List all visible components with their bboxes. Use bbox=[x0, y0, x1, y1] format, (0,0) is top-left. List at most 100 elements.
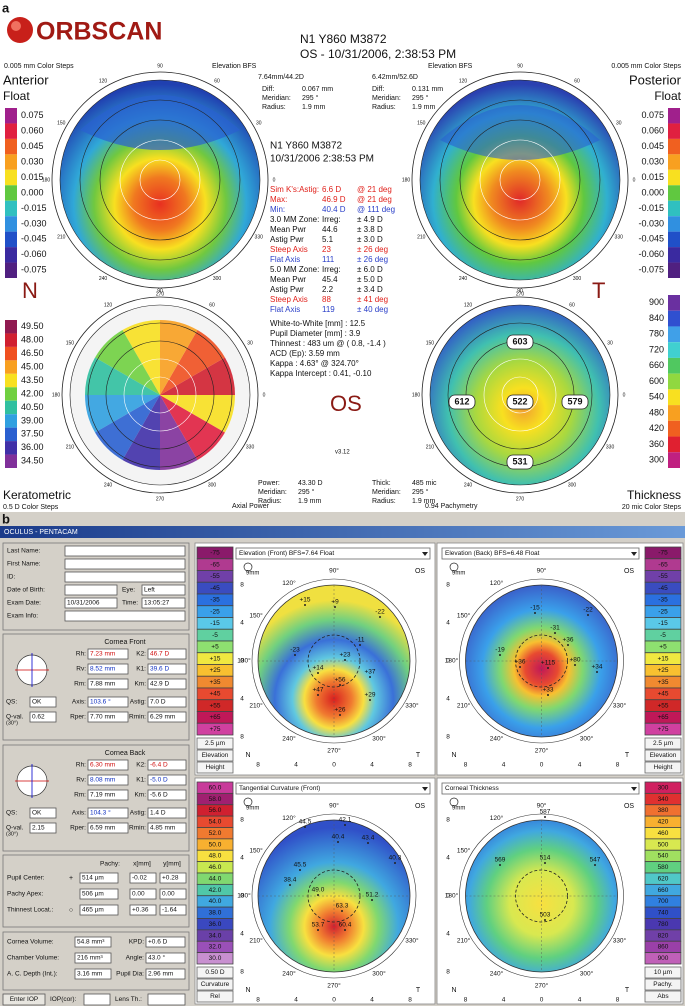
scale-label: +65 bbox=[657, 714, 668, 721]
map-selector[interactable] bbox=[235, 547, 431, 560]
scale-footer: 2.5 µm bbox=[205, 740, 225, 747]
scale-label: 40.0 bbox=[209, 898, 222, 905]
field-value: 7.23 mm bbox=[90, 651, 115, 658]
angle-label: 180 bbox=[42, 177, 51, 183]
angle-label: 90° bbox=[329, 567, 339, 575]
magnifier bbox=[243, 797, 253, 807]
scale-swatch bbox=[5, 123, 17, 139]
input-box bbox=[147, 807, 187, 819]
map-value: 49.0 bbox=[312, 887, 325, 894]
scale-swatch bbox=[5, 400, 17, 415]
axis-tick-label: 4 bbox=[446, 855, 450, 862]
dropdown-arrow bbox=[631, 787, 637, 791]
angle-label: 0 bbox=[273, 177, 276, 183]
field-value: -0.02 bbox=[132, 875, 147, 882]
angle-label: 180° bbox=[237, 892, 251, 900]
label: Pupil Dia: bbox=[116, 971, 144, 978]
scale-label: -15 bbox=[210, 620, 220, 627]
label: Angle: bbox=[126, 955, 145, 962]
angle-label: 330 bbox=[615, 234, 624, 240]
ring bbox=[87, 322, 233, 468]
scale-swatch bbox=[668, 357, 680, 374]
scale-footer: 0.50 D bbox=[205, 969, 224, 976]
map-selector[interactable] bbox=[235, 782, 431, 795]
stat: 88 bbox=[322, 295, 331, 304]
scale-label: -0.060 bbox=[638, 249, 664, 259]
axis-tick-label: 8 bbox=[616, 997, 620, 1004]
point-marker bbox=[554, 632, 556, 634]
ring bbox=[139, 159, 181, 201]
scale-label: 58.0 bbox=[209, 796, 222, 803]
label: Km: bbox=[134, 681, 146, 688]
field-value: 465 µm bbox=[82, 907, 104, 914]
input-box bbox=[87, 774, 129, 786]
label: Exam Info: bbox=[7, 613, 38, 620]
scale-swatch bbox=[5, 454, 17, 468]
label: KPD: bbox=[129, 939, 144, 946]
label: 7.64mm/44.2D bbox=[258, 74, 304, 81]
angle-label: 150° bbox=[249, 612, 263, 620]
map-value: -11 bbox=[356, 637, 365, 644]
map-selector[interactable] bbox=[441, 782, 640, 795]
scale-label: -0.045 bbox=[638, 234, 664, 244]
button[interactable] bbox=[2, 993, 46, 1006]
stat: Irreg: bbox=[322, 215, 341, 224]
eye-label: OS bbox=[624, 803, 634, 810]
axis-tick-label: 4 bbox=[502, 997, 506, 1004]
scale-swatch bbox=[5, 427, 17, 442]
ring bbox=[99, 119, 221, 241]
map-value: 38.4 bbox=[284, 877, 297, 884]
stat: @ 21 deg bbox=[357, 195, 392, 204]
angle-label: 300 bbox=[573, 276, 582, 282]
zoom-label: 9mm bbox=[452, 571, 465, 577]
ring bbox=[105, 340, 215, 450]
map-sector bbox=[122, 320, 160, 395]
map-selector[interactable] bbox=[441, 547, 640, 560]
input-box bbox=[147, 759, 187, 771]
scale-label: +25 bbox=[209, 667, 220, 674]
header: OS - 10/31/2006, 2:38:53 PM bbox=[300, 47, 456, 61]
stat: ± 3.0 D bbox=[357, 235, 383, 244]
ring bbox=[479, 139, 561, 221]
field-value: +0.36 bbox=[132, 907, 149, 914]
map-value: -15 bbox=[530, 605, 540, 612]
field-value: 3.16 mm bbox=[77, 971, 102, 978]
zoom-label: 9mm bbox=[246, 571, 259, 577]
angle-label: 150 bbox=[57, 120, 66, 126]
angle-label: 270 bbox=[516, 496, 525, 502]
angle-label: 180 bbox=[52, 392, 61, 398]
label: QS: bbox=[6, 699, 17, 706]
input-box bbox=[159, 904, 187, 916]
angle-label: 60 bbox=[214, 79, 220, 85]
label: K2: bbox=[136, 762, 146, 769]
input-box bbox=[79, 904, 119, 916]
scale-footer-box bbox=[196, 737, 234, 750]
scale-label: +45 bbox=[657, 691, 668, 698]
label: Date of Birth: bbox=[7, 587, 45, 594]
map-region bbox=[440, 105, 600, 160]
stat: Astig Pwr bbox=[270, 235, 304, 244]
scale-footer-box bbox=[644, 966, 682, 979]
scale-label: -15 bbox=[658, 620, 668, 627]
stat: Steep Axis bbox=[270, 295, 308, 304]
scale-label: -0.030 bbox=[21, 218, 47, 228]
input-box bbox=[147, 774, 187, 786]
scale-swatch bbox=[5, 185, 17, 201]
angle-label: 270° bbox=[535, 982, 549, 990]
label: 1.9 mm bbox=[302, 104, 326, 111]
point-marker bbox=[379, 616, 381, 618]
axis-tick-label: 4 bbox=[240, 620, 244, 627]
map-value: +36 bbox=[562, 637, 573, 644]
label: Axial Power bbox=[232, 503, 270, 510]
field-value: 8.52 mm bbox=[90, 666, 115, 673]
input-box bbox=[87, 711, 129, 723]
dropdown-arrow bbox=[422, 787, 428, 791]
input-box bbox=[74, 936, 112, 948]
angle-label: 240° bbox=[282, 735, 296, 743]
input-box bbox=[147, 663, 187, 675]
thickness-value: 531 bbox=[512, 456, 527, 466]
scale-swatch bbox=[5, 138, 17, 155]
point-marker bbox=[299, 869, 301, 871]
scale-swatch bbox=[668, 420, 680, 437]
scale-label: +5 bbox=[211, 644, 219, 651]
